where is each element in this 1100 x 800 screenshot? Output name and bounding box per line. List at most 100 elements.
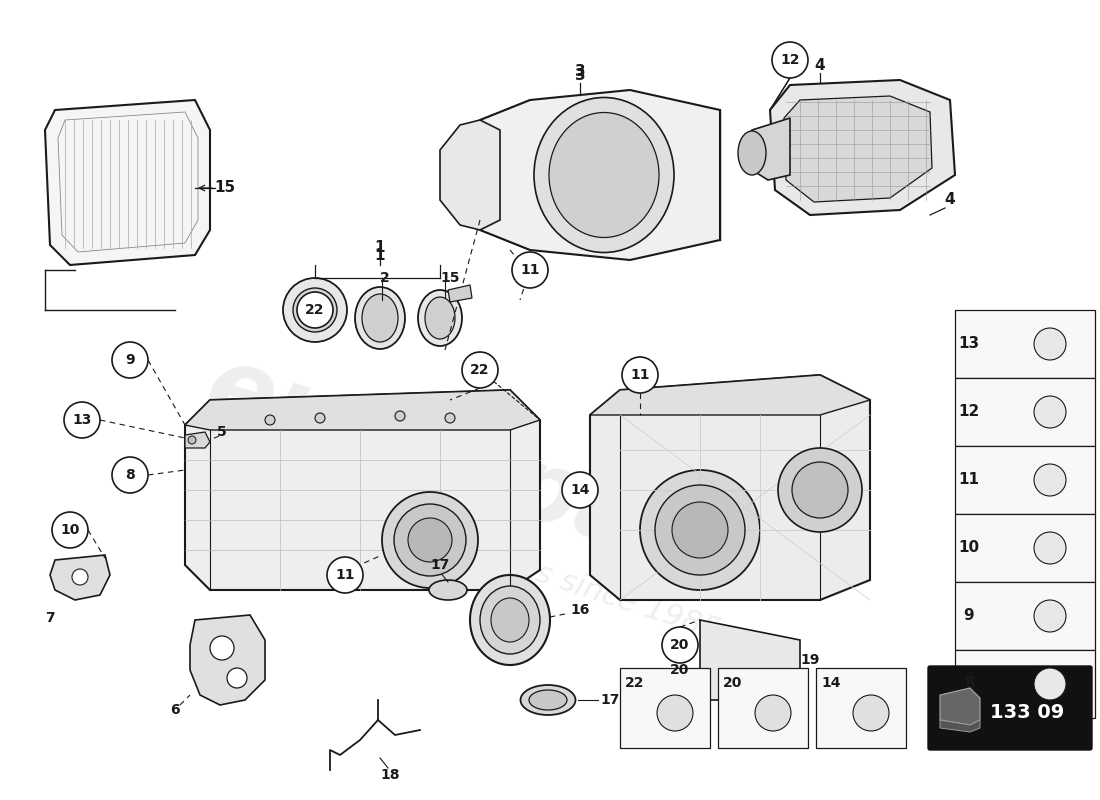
Text: 1: 1 (375, 239, 385, 254)
Circle shape (654, 485, 745, 575)
Circle shape (755, 695, 791, 731)
Text: 16: 16 (570, 603, 590, 617)
Text: 3: 3 (574, 67, 585, 82)
Circle shape (512, 252, 548, 288)
FancyBboxPatch shape (928, 666, 1092, 750)
Bar (955, 446, 1094, 514)
Text: 11: 11 (336, 568, 354, 582)
Polygon shape (480, 90, 720, 260)
Text: 20: 20 (670, 638, 690, 652)
Polygon shape (50, 555, 110, 600)
Text: 11: 11 (630, 368, 650, 382)
Text: 22: 22 (471, 363, 490, 377)
Circle shape (301, 296, 329, 324)
Polygon shape (590, 375, 870, 415)
Circle shape (1034, 464, 1066, 496)
Bar (955, 310, 1094, 378)
Text: 17: 17 (430, 558, 450, 572)
Circle shape (662, 627, 698, 663)
Polygon shape (440, 120, 500, 230)
Ellipse shape (418, 290, 462, 346)
Circle shape (210, 636, 234, 660)
Text: 11: 11 (520, 263, 540, 277)
Text: 22: 22 (625, 676, 645, 690)
Text: 13: 13 (958, 337, 980, 351)
Ellipse shape (362, 294, 398, 342)
Text: 20: 20 (724, 676, 743, 690)
Text: 7: 7 (45, 611, 55, 625)
Bar (955, 582, 1094, 650)
Polygon shape (190, 615, 265, 705)
Circle shape (1034, 396, 1066, 428)
Circle shape (562, 472, 598, 508)
Text: 20: 20 (670, 663, 690, 677)
Circle shape (293, 288, 337, 332)
Ellipse shape (529, 690, 566, 710)
Polygon shape (448, 285, 472, 302)
Circle shape (188, 436, 196, 444)
Text: 4: 4 (945, 193, 955, 207)
Circle shape (778, 448, 862, 532)
Circle shape (1034, 668, 1066, 700)
Text: 6: 6 (170, 703, 179, 717)
Bar (955, 514, 1094, 582)
Circle shape (462, 352, 498, 388)
Ellipse shape (549, 113, 659, 238)
Circle shape (408, 518, 452, 562)
Text: 12: 12 (780, 53, 800, 67)
Text: eurosparts: eurosparts (194, 339, 806, 621)
Polygon shape (700, 620, 800, 700)
Circle shape (1034, 328, 1066, 360)
Text: 15: 15 (214, 181, 235, 195)
Circle shape (283, 278, 346, 342)
Text: 1: 1 (375, 247, 385, 262)
Circle shape (792, 462, 848, 518)
Ellipse shape (425, 297, 455, 339)
Text: 5: 5 (217, 425, 227, 439)
Text: 133 09: 133 09 (990, 703, 1065, 722)
Text: 15: 15 (440, 271, 460, 285)
Circle shape (297, 292, 333, 328)
Circle shape (1034, 532, 1066, 564)
Polygon shape (185, 432, 210, 448)
Text: 19: 19 (801, 653, 820, 667)
Text: 22: 22 (306, 303, 324, 317)
Text: 17: 17 (601, 693, 619, 707)
Bar (718, 668, 808, 748)
Text: 18: 18 (381, 768, 399, 782)
Polygon shape (770, 80, 955, 215)
Text: 8: 8 (125, 468, 135, 482)
Ellipse shape (355, 287, 405, 349)
Polygon shape (185, 390, 540, 430)
Polygon shape (784, 96, 932, 202)
Circle shape (327, 557, 363, 593)
Circle shape (395, 411, 405, 421)
Ellipse shape (520, 685, 575, 715)
Circle shape (315, 413, 324, 423)
Circle shape (672, 502, 728, 558)
Circle shape (852, 695, 889, 731)
Text: 10: 10 (958, 541, 980, 555)
Ellipse shape (534, 98, 674, 253)
Bar (955, 378, 1094, 446)
Text: 13: 13 (73, 413, 91, 427)
Ellipse shape (470, 575, 550, 665)
Ellipse shape (738, 131, 766, 175)
Text: 14: 14 (822, 676, 840, 690)
Text: 12: 12 (958, 405, 980, 419)
Polygon shape (940, 688, 980, 725)
Circle shape (64, 402, 100, 438)
Circle shape (621, 357, 658, 393)
Text: 8: 8 (964, 677, 975, 691)
Text: 9: 9 (125, 353, 135, 367)
Circle shape (265, 415, 275, 425)
Circle shape (394, 504, 466, 576)
Circle shape (112, 342, 148, 378)
Text: 14: 14 (570, 483, 590, 497)
Text: 3: 3 (574, 65, 585, 79)
Bar (955, 650, 1094, 718)
Circle shape (1034, 600, 1066, 632)
Polygon shape (590, 375, 870, 600)
Text: 10: 10 (60, 523, 79, 537)
Ellipse shape (429, 580, 468, 600)
